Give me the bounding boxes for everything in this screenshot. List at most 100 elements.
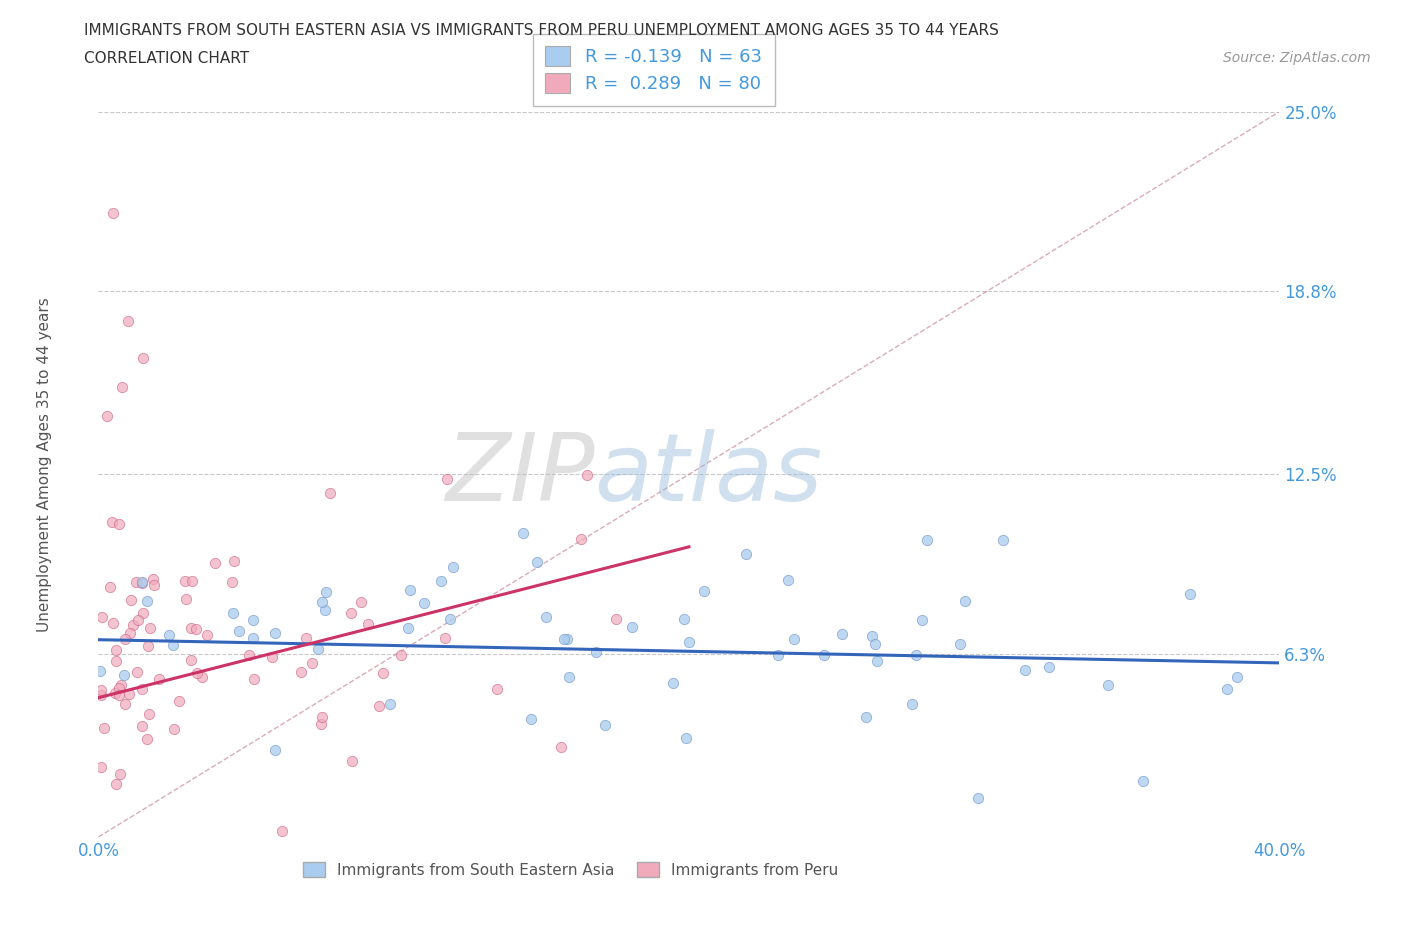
Point xyxy=(519,711,541,726)
Point xyxy=(571,531,593,546)
Point xyxy=(550,739,572,754)
Point xyxy=(662,676,685,691)
Point xyxy=(131,605,153,620)
Point xyxy=(120,593,142,608)
Point xyxy=(917,533,939,548)
Point xyxy=(184,621,207,636)
Point xyxy=(127,612,149,627)
Point xyxy=(180,652,202,667)
Point xyxy=(114,631,136,646)
Point xyxy=(125,575,148,590)
Point xyxy=(675,731,697,746)
Point xyxy=(486,682,509,697)
Point xyxy=(127,665,149,680)
Point xyxy=(434,631,457,645)
Point xyxy=(118,686,141,701)
Point xyxy=(776,573,799,588)
Point xyxy=(734,546,756,561)
Text: IMMIGRANTS FROM SOUTH EASTERN ASIA VS IMMIGRANTS FROM PERU UNEMPLOYMENT AMONG AG: IMMIGRANTS FROM SOUTH EASTERN ASIA VS IM… xyxy=(84,23,1000,38)
Point xyxy=(108,681,131,696)
Text: ZIP: ZIP xyxy=(444,429,595,520)
Point xyxy=(340,753,363,768)
Point xyxy=(319,485,342,500)
Point xyxy=(673,612,696,627)
Point xyxy=(357,617,380,631)
Point xyxy=(621,620,644,635)
Point xyxy=(436,472,458,486)
Point xyxy=(371,665,394,680)
Point xyxy=(228,624,250,639)
Point xyxy=(295,631,318,645)
Point xyxy=(195,628,218,643)
Point xyxy=(350,594,373,609)
Point xyxy=(104,777,127,791)
Point xyxy=(89,664,111,679)
Point xyxy=(593,718,616,733)
Text: atlas: atlas xyxy=(595,429,823,520)
Point xyxy=(138,638,160,653)
Point xyxy=(1097,678,1119,693)
Point xyxy=(967,791,990,806)
Point xyxy=(238,648,260,663)
Point xyxy=(143,578,166,593)
Point xyxy=(118,625,141,640)
Point xyxy=(553,631,575,646)
Point xyxy=(103,206,125,220)
Point xyxy=(110,766,132,781)
Point xyxy=(98,579,121,594)
Point xyxy=(813,647,835,662)
Point xyxy=(135,732,157,747)
Point xyxy=(180,620,202,635)
Point xyxy=(396,620,419,635)
Point xyxy=(290,664,312,679)
Point xyxy=(398,582,420,597)
Point xyxy=(105,653,128,668)
Point xyxy=(221,575,243,590)
Point xyxy=(526,554,548,569)
Point xyxy=(90,683,112,698)
Point xyxy=(186,665,208,680)
Point xyxy=(340,606,363,621)
Point xyxy=(307,641,329,656)
Point xyxy=(108,516,131,531)
Point xyxy=(90,759,112,774)
Point xyxy=(135,593,157,608)
Point xyxy=(301,656,323,671)
Point xyxy=(224,553,246,568)
Point xyxy=(90,609,112,624)
Point xyxy=(367,698,389,713)
Point xyxy=(122,618,145,632)
Legend: Immigrants from South Eastern Asia, Immigrants from Peru: Immigrants from South Eastern Asia, Immi… xyxy=(297,856,845,884)
Point xyxy=(911,613,934,628)
Point xyxy=(110,677,132,692)
Point xyxy=(309,717,332,732)
Point xyxy=(93,721,115,736)
Point xyxy=(380,697,402,711)
Point xyxy=(270,824,292,839)
Point xyxy=(678,634,700,649)
Point xyxy=(783,631,806,646)
Point xyxy=(114,697,136,711)
Point xyxy=(949,636,972,651)
Point xyxy=(575,467,598,482)
Point xyxy=(1038,660,1060,675)
Point xyxy=(142,571,165,586)
Point xyxy=(693,583,716,598)
Text: Unemployment Among Ages 35 to 44 years: Unemployment Among Ages 35 to 44 years xyxy=(38,298,52,632)
Point xyxy=(107,688,129,703)
Point xyxy=(991,532,1014,547)
Point xyxy=(111,379,134,394)
Point xyxy=(1014,662,1036,677)
Point xyxy=(131,574,153,589)
Point xyxy=(243,671,266,686)
Point xyxy=(439,612,461,627)
Point xyxy=(132,351,155,365)
Point xyxy=(148,672,170,687)
Point xyxy=(131,719,153,734)
Point xyxy=(558,670,581,684)
Text: Source: ZipAtlas.com: Source: ZipAtlas.com xyxy=(1223,51,1371,65)
Point xyxy=(117,313,139,328)
Point xyxy=(866,654,889,669)
Point xyxy=(104,685,127,700)
Point xyxy=(429,574,451,589)
